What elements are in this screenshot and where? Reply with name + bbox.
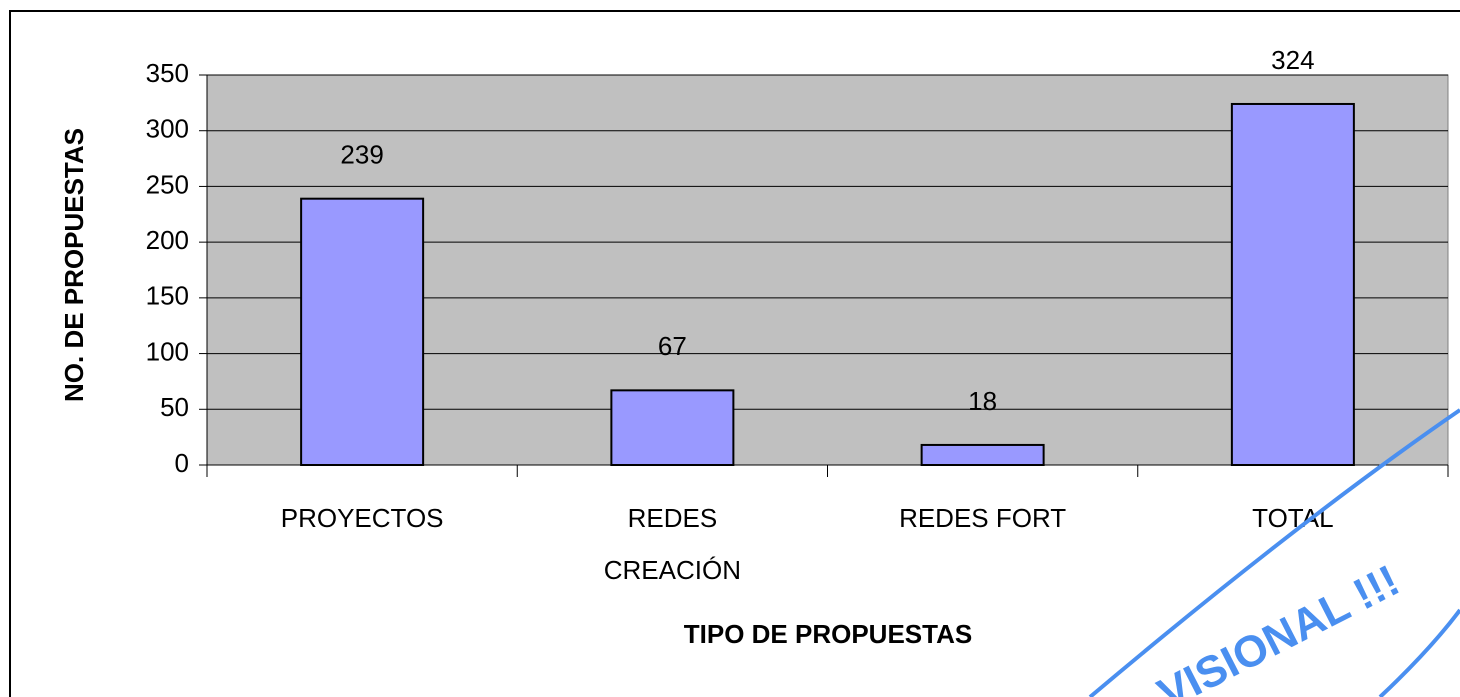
bar xyxy=(610,389,735,467)
y-tick-label: 50 xyxy=(160,392,189,422)
y-tick-label: 350 xyxy=(146,58,189,88)
x-tick-label: TOTAL xyxy=(1252,503,1333,533)
y-tick-label: 0 xyxy=(175,448,189,478)
x-axis-label: TIPO DE PROPUESTAS xyxy=(684,619,972,649)
x-tick-label-line: REDES xyxy=(628,503,718,533)
x-tick-label: REDES CREACIÓN xyxy=(604,503,741,585)
data-label: 239 xyxy=(340,140,383,170)
data-label: 18 xyxy=(968,386,997,416)
bar xyxy=(300,197,425,467)
x-tick-label-line: REDES FORT xyxy=(899,503,1066,533)
data-label: 67 xyxy=(658,331,687,361)
y-tick-label: 250 xyxy=(146,169,189,199)
y-tick-label: 300 xyxy=(146,114,189,144)
y-axis-label: NO. DE PROPUESTAS xyxy=(59,128,89,402)
x-tick-label-line: PROYECTOS xyxy=(281,503,444,533)
stamp-arc xyxy=(1088,408,1460,697)
bar xyxy=(1230,102,1355,466)
x-tick-label: PROYECTOS xyxy=(281,503,444,533)
y-tick-label: 150 xyxy=(146,281,189,311)
x-tick-label-line: TOTAL xyxy=(1252,503,1333,533)
x-tick-label: REDES FORT xyxy=(899,503,1066,533)
x-tick-label-line: CREACIÓN xyxy=(604,555,741,585)
y-tick-label: 200 xyxy=(146,225,189,255)
data-label: 324 xyxy=(1271,45,1314,75)
bar xyxy=(920,443,1045,467)
y-tick-label: 100 xyxy=(146,336,189,366)
stamp-arc xyxy=(1378,608,1460,697)
